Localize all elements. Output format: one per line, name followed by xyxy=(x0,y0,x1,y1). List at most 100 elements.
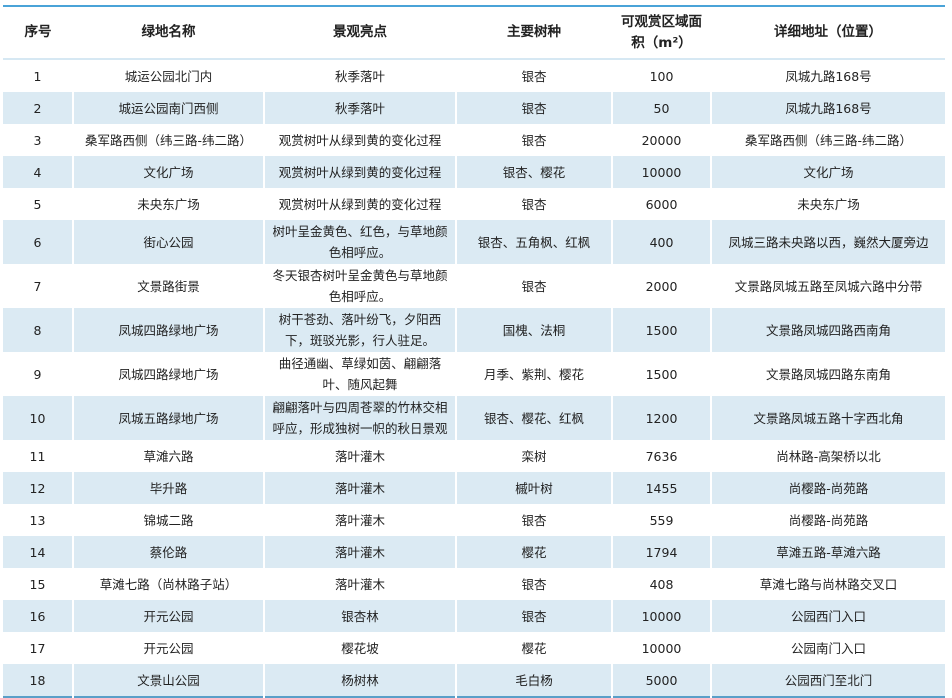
cell-tree-species: 银杏 xyxy=(455,568,612,600)
cell-name: 草滩七路（尚林路子站） xyxy=(72,568,264,600)
table-row: 11 草滩六路 落叶灌木 栾树 7636 尚林路-高架桥以北 xyxy=(3,440,945,472)
header-area: 可观赏区域面积（m²） xyxy=(612,6,711,60)
cell-name: 未央东广场 xyxy=(72,188,264,220)
cell-index: 13 xyxy=(29,512,46,528)
cell-address: 凤城九路168号 xyxy=(710,59,945,92)
cell-index: 3 xyxy=(33,132,42,148)
cell-highlight: 观赏树叶从绿到黄的变化过程 xyxy=(263,156,456,188)
cell-highlight: 曲径通幽、草绿如茵、翩翩落叶、随风起舞 xyxy=(263,352,456,396)
cell-name: 凤城五路绿地广场 xyxy=(72,396,264,440)
cell-address: 文景路凤城五路十字西北角 xyxy=(710,396,945,440)
cell-address: 凤城九路168号 xyxy=(710,92,945,124)
cell-area: 100 xyxy=(611,59,711,92)
table-row: 8 凤城四路绿地广场 树干苍劲、落叶纷飞，夕阳西下，斑驳光影，行人驻足。 国槐、法桐 1… xyxy=(3,308,945,352)
cell-index: 12 xyxy=(3,472,73,504)
table-row: 6 街心公园 树叶呈金黄色、红色，与草地颜色相呼应。 银杏、五角枫、红枫 400 凤城三路… xyxy=(3,220,945,264)
table-row: 16 开元公园 银杏林 银杏 10000 公园西门入口 xyxy=(3,600,945,632)
cell-address: 公园西门入口 xyxy=(710,600,945,632)
cell-address: 未央东广场 xyxy=(710,188,945,220)
cell-name: 文景山公园 xyxy=(72,664,264,697)
cell-name: 城运公园南门西侧 xyxy=(72,92,264,124)
cell-area: 1500 xyxy=(611,352,711,396)
cell-name: 凤城四路绿地广场 xyxy=(72,308,264,352)
cell-area: 50 xyxy=(611,92,711,124)
table-row: 9 凤城四路绿地广场 曲径通幽、草绿如茵、翩翩落叶、随风起舞 月季、紫荆、樱花 1500… xyxy=(3,352,945,396)
cell-tree-species: 银杏、樱花 xyxy=(455,156,612,188)
cell-tree-species: 银杏、樱花、红枫 xyxy=(455,396,612,440)
cell-highlight: 秋季落叶 xyxy=(263,92,456,124)
cell-tree-species: 银杏 xyxy=(455,124,612,156)
cell-area: 7636 xyxy=(611,440,711,472)
header-address: 详细地址（位置） xyxy=(711,6,945,60)
cell-area: 6000 xyxy=(611,188,711,220)
cell-index: 7 xyxy=(33,278,42,294)
cell-highlight: 观赏树叶从绿到黄的变化过程 xyxy=(263,124,456,156)
cell-area: 1200 xyxy=(611,396,711,440)
cell-address: 文化广场 xyxy=(710,156,945,188)
cell-address: 草滩七路与尚林路交叉口 xyxy=(710,568,945,600)
cell-highlight: 冬天银杏树叶呈金黄色与草地颜色相呼应。 xyxy=(263,264,456,308)
cell-area: 5000 xyxy=(611,664,711,697)
cell-name: 城运公园北门内 xyxy=(72,59,264,92)
cell-address: 凤城三路未央路以西，巍然大厦旁边 xyxy=(710,220,945,264)
cell-tree-species: 槭叶树 xyxy=(455,472,612,504)
cell-area: 1500 xyxy=(611,308,711,352)
cell-name: 草滩六路 xyxy=(72,440,264,472)
cell-name: 街心公园 xyxy=(72,220,264,264)
cell-index: 6 xyxy=(3,220,73,264)
cell-name: 文化广场 xyxy=(72,156,264,188)
cell-tree-species: 月季、紫荆、樱花 xyxy=(455,352,612,396)
cell-index: 9 xyxy=(33,366,42,382)
cell-index: 11 xyxy=(29,448,46,464)
cell-name: 凤城四路绿地广场 xyxy=(72,352,264,396)
cell-tree-species: 银杏 xyxy=(455,59,612,92)
table-row: 5 未央东广场 观赏树叶从绿到黄的变化过程 银杏 6000 未央东广场 xyxy=(3,188,945,220)
cell-name: 文景路街景 xyxy=(72,264,264,308)
cell-name: 锦城二路 xyxy=(72,504,264,536)
cell-address: 尚樱路-尚苑路 xyxy=(710,472,945,504)
table-row: 4 文化广场 观赏树叶从绿到黄的变化过程 银杏、樱花 10000 文化广场 xyxy=(3,156,945,188)
cell-area: 559 xyxy=(611,504,711,536)
table-row: 14 蔡伦路 落叶灌木 樱花 1794 草滩五路-草滩六路 xyxy=(3,536,945,568)
header-name: 绿地名称 xyxy=(73,6,264,60)
cell-index: 1 xyxy=(33,68,42,84)
cell-tree-species: 樱花 xyxy=(455,632,612,664)
cell-tree-species: 银杏 xyxy=(455,188,612,220)
cell-index: 18 xyxy=(3,664,73,697)
cell-highlight: 杨树林 xyxy=(263,664,456,697)
cell-area: 10000 xyxy=(611,156,711,188)
cell-name: 开元公园 xyxy=(72,600,264,632)
cell-highlight: 落叶灌木 xyxy=(263,568,456,600)
cell-highlight: 落叶灌木 xyxy=(263,504,456,536)
table-row: 17 开元公园 樱花坡 樱花 10000 公园南门入口 xyxy=(3,632,945,664)
cell-tree-species: 毛白杨 xyxy=(455,664,612,697)
cell-area: 1794 xyxy=(611,536,711,568)
cell-tree-species: 樱花 xyxy=(455,536,612,568)
cell-highlight: 落叶灌木 xyxy=(263,440,456,472)
cell-index: 5 xyxy=(33,196,42,212)
cell-index: 17 xyxy=(29,640,46,656)
table-row: 2 城运公园南门西侧 秋季落叶 银杏 50 凤城九路168号 xyxy=(3,92,945,124)
cell-highlight: 翩翩落叶与四周苍翠的竹林交相呼应，形成独树一帜的秋日景观 xyxy=(263,396,456,440)
cell-highlight: 树干苍劲、落叶纷飞，夕阳西下，斑驳光影，行人驻足。 xyxy=(263,308,456,352)
header-highlight: 景观亮点 xyxy=(264,6,456,60)
cell-area: 10000 xyxy=(611,632,711,664)
header-index: 序号 xyxy=(3,6,73,60)
cell-tree-species: 银杏 xyxy=(455,92,612,124)
cell-index: 10 xyxy=(3,396,73,440)
table-row: 10 凤城五路绿地广场 翩翩落叶与四周苍翠的竹林交相呼应，形成独树一帜的秋日景观 银杏… xyxy=(3,396,945,440)
cell-tree-species: 银杏 xyxy=(455,504,612,536)
cell-index: 16 xyxy=(3,600,73,632)
cell-index: 14 xyxy=(3,536,73,568)
green-space-table: 序号 绿地名称 景观亮点 主要树种 可观赏区域面积（m²） 详细地址（位置） 1… xyxy=(3,5,945,698)
cell-tree-species: 国槐、法桐 xyxy=(455,308,612,352)
cell-address: 桑军路西侧（纬三路-纬二路） xyxy=(710,124,945,156)
cell-address: 尚林路-高架桥以北 xyxy=(710,440,945,472)
table-row: 12 毕升路 落叶灌木 槭叶树 1455 尚樱路-尚苑路 xyxy=(3,472,945,504)
table-body: 1 城运公园北门内 秋季落叶 银杏 100 凤城九路168号 2 城运公园南门西侧 秋季落叶 银杏… xyxy=(3,59,945,697)
table-row: 7 文景路街景 冬天银杏树叶呈金黄色与草地颜色相呼应。 银杏 2000 文景路凤城五路至凤… xyxy=(3,264,945,308)
cell-address: 公园西门至北门 xyxy=(710,664,945,697)
table-row: 3 桑军路西侧（纬三路-纬二路） 观赏树叶从绿到黄的变化过程 银杏 20000 桑军路西侧… xyxy=(3,124,945,156)
cell-address: 公园南门入口 xyxy=(710,632,945,664)
cell-highlight: 落叶灌木 xyxy=(263,536,456,568)
